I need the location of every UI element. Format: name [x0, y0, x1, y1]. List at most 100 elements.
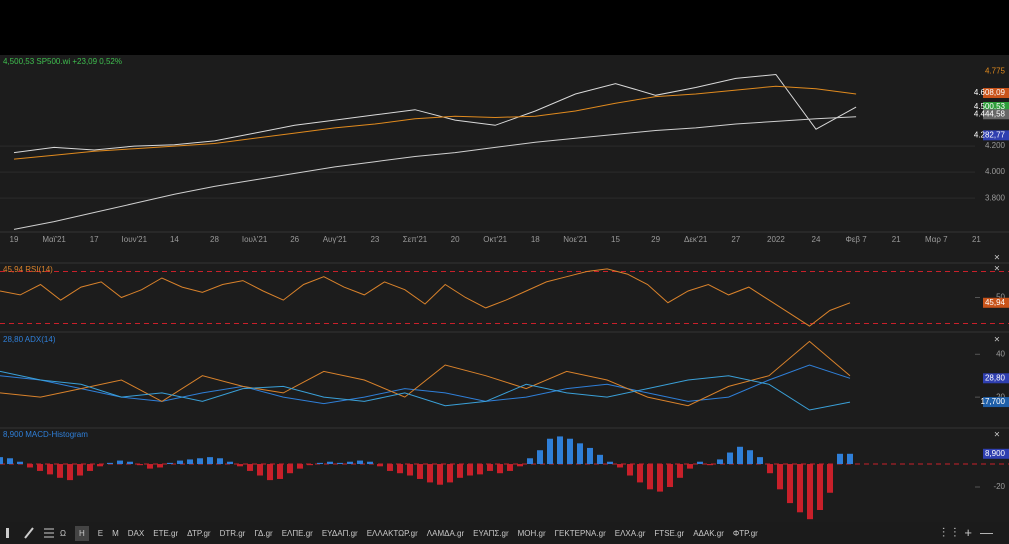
series-line	[13, 85, 857, 160]
histogram-bar	[367, 461, 373, 465]
chart-background	[0, 55, 1009, 522]
symbol-tab[interactable]: ΕΛΧΑ.gr	[614, 528, 646, 538]
close-button[interactable]: ×	[994, 264, 1000, 275]
close-button[interactable]: ×	[994, 335, 1000, 346]
price-label: 45,94	[985, 298, 1006, 307]
price-label-box	[983, 101, 1009, 112]
symbol-tab[interactable]: Ω	[60, 528, 66, 538]
x-tick-label: Οκτ'21	[483, 235, 507, 244]
histogram-bar	[97, 464, 103, 467]
symbol-tab[interactable]: DTR.gr	[219, 528, 246, 538]
symbol-tab[interactable]: ΑΔΑΚ.gr	[693, 528, 724, 538]
symbol-tab[interactable]: ΓΕΚΤΕΡΝΑ.gr	[554, 528, 606, 538]
x-tick-label: 19	[10, 235, 19, 244]
x-tick-label: 26	[290, 235, 299, 244]
x-tick-label: Αυγ'21	[323, 235, 348, 244]
histogram-bar	[277, 464, 283, 479]
histogram-bar	[727, 452, 733, 465]
symbol-tab[interactable]: Ε	[97, 528, 104, 538]
x-tick-label: 17	[90, 235, 99, 244]
histogram-bar	[807, 464, 813, 520]
histogram-bar	[687, 464, 693, 469]
histogram-bar	[527, 458, 533, 465]
icon[interactable]	[6, 528, 9, 538]
histogram-bar	[47, 464, 53, 475]
y-tick-label: 3.800	[985, 193, 1006, 202]
y-tick-label: 4.200	[985, 141, 1006, 150]
histogram-bar	[87, 464, 93, 471]
close-button[interactable]: ×	[994, 253, 1000, 264]
icon[interactable]	[44, 528, 54, 538]
symbol-tab[interactable]: ΓΔ.gr	[254, 528, 273, 538]
icon[interactable]	[24, 527, 34, 539]
price-label-box	[983, 109, 1009, 120]
symbol-tab[interactable]: ΔΤΡ.gr	[187, 528, 211, 538]
histogram-bar	[757, 457, 763, 465]
histogram-bar	[197, 458, 203, 465]
histogram-bar	[447, 464, 453, 483]
symbol-tab[interactable]: ΕΥΑΠΣ.gr	[473, 528, 509, 538]
price-label-box	[983, 297, 1009, 308]
x-tick-label: 29	[651, 235, 660, 244]
symbol-tab[interactable]: Η	[74, 525, 89, 541]
series-line	[0, 340, 851, 407]
price-label: 4.775	[985, 66, 1006, 75]
x-tick-label: Ιουν'21	[122, 235, 148, 244]
x-tick-label: 24	[812, 235, 821, 244]
histogram-bar	[377, 464, 383, 467]
chart-window: 4,500,53 SP500.wi +23,09 0,52% × × × × 3…	[0, 0, 1009, 522]
price-label: 4.444,58	[974, 109, 1006, 118]
symbol-tab[interactable]: ΜΟΗ.gr	[517, 528, 546, 538]
histogram-bar	[437, 464, 443, 485]
toolbar: Ω Η Ε Μ DAX ΕΤΕ.gr ΔΤΡ.gr DTR.gr ΓΔ.gr ΕΛΠΕ.gr ΕΥΔ…	[0, 522, 1009, 544]
histogram-bar	[677, 464, 683, 478]
symbol-tab[interactable]: DAX	[127, 528, 145, 538]
y-tick-label: 4.000	[985, 167, 1006, 176]
histogram-bar	[577, 443, 583, 465]
histogram-bar	[597, 454, 603, 465]
series-line	[13, 73, 857, 154]
histogram-bar	[537, 450, 543, 465]
price-label-box	[983, 397, 1009, 408]
histogram-bar	[587, 447, 593, 465]
histogram-bar	[557, 436, 563, 465]
histogram-bar	[247, 464, 253, 471]
close-button[interactable]: ×	[994, 430, 1000, 441]
histogram-bar	[327, 461, 333, 465]
x-tick-label: 23	[370, 235, 379, 244]
symbol-tab[interactable]: Μ	[112, 528, 119, 538]
price-label: 4.500,53	[974, 102, 1006, 111]
histogram-bar	[737, 446, 743, 465]
x-tick-label: Ιουλ'21	[242, 235, 268, 244]
histogram-bar	[547, 438, 553, 465]
histogram-bar	[397, 464, 403, 474]
symbol-tab[interactable]: ΕΥΔΑΠ.gr	[321, 528, 358, 538]
price-label-box	[983, 87, 1009, 98]
histogram-bar	[107, 462, 113, 465]
symbol-tab[interactable]: ΕΛΛΑΚΤΩΡ.gr	[366, 528, 418, 538]
histogram-bar	[617, 464, 623, 468]
symbol-tab[interactable]: ΛΑΜΔΑ.gr	[426, 528, 465, 538]
symbol-tab[interactable]: ΦΤΡ.gr	[732, 528, 758, 538]
histogram-bar	[477, 464, 483, 475]
symbol-tab[interactable]: FTSE.gr	[654, 528, 685, 538]
histogram-bar	[847, 453, 853, 465]
histogram-bar	[787, 464, 793, 504]
series-line	[13, 116, 857, 230]
histogram-bar	[227, 461, 233, 465]
histogram-bar	[717, 459, 723, 465]
histogram-bar	[287, 464, 293, 474]
histogram-bar	[517, 464, 523, 467]
price-label-box	[983, 130, 1009, 141]
symbol-tab[interactable]: ΕΛΠΕ.gr	[281, 528, 313, 538]
symbol-tab[interactable]: ΕΤΕ.gr	[153, 528, 179, 538]
histogram-bar	[427, 464, 433, 483]
histogram-bar	[267, 464, 273, 481]
price-label-box	[983, 448, 1009, 459]
histogram-bar	[0, 457, 3, 465]
top-band	[0, 0, 1009, 55]
toolbar-right-icons[interactable]: ⫶⫶+—	[941, 525, 1001, 540]
histogram-bar	[337, 462, 343, 465]
histogram-bar	[657, 464, 663, 492]
histogram-bar	[137, 464, 143, 466]
